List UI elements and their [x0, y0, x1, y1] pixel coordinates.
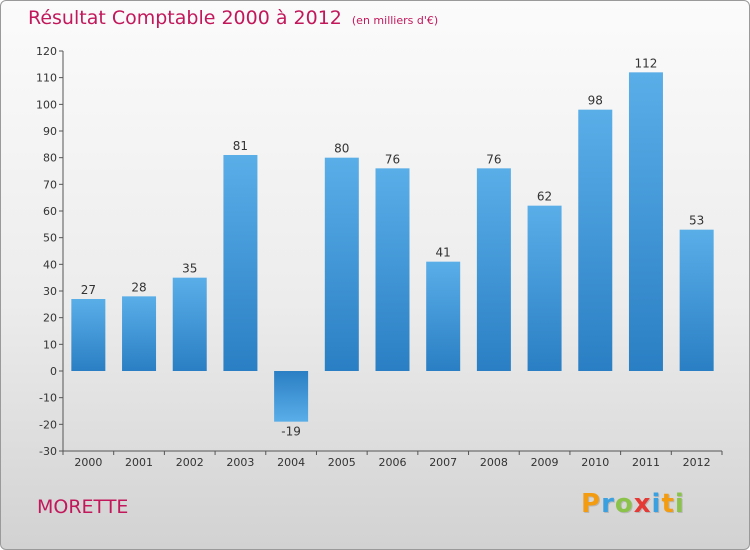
data-labels: 27 28 35 81 -19 80 76 41 76 62 98 112 53 — [81, 56, 705, 438]
x-tick-label: 2007 — [429, 456, 457, 469]
data-label-2003: 81 — [233, 139, 248, 153]
y-tick-label: -10 — [39, 392, 57, 405]
bar-2006 — [375, 168, 410, 371]
logo-letter: i — [674, 489, 685, 519]
bar-2007 — [426, 261, 461, 371]
data-label-2004: -19 — [281, 425, 301, 439]
data-label-2002: 35 — [182, 262, 197, 276]
bar-2005 — [324, 157, 359, 371]
data-label-2008: 76 — [486, 152, 501, 166]
data-label-2010: 98 — [588, 94, 603, 108]
bar-2012 — [679, 229, 714, 371]
logo-letter: r — [601, 489, 615, 519]
logo-letter: i — [651, 489, 662, 519]
logo-letter: x — [633, 489, 652, 519]
x-tick-label: 2002 — [176, 456, 204, 469]
bars — [71, 72, 714, 422]
x-tick-label: 2003 — [226, 456, 254, 469]
x-tick-label: 2011 — [632, 456, 660, 469]
y-tick-label: 90 — [43, 125, 57, 138]
x-tick-label: 2005 — [328, 456, 356, 469]
y-tick-label: 0 — [50, 365, 57, 378]
x-tick-label: 2000 — [74, 456, 102, 469]
y-tick-label: 80 — [43, 152, 57, 165]
data-label-2005: 80 — [334, 142, 349, 156]
data-label-2009: 62 — [537, 190, 552, 204]
x-tick-label: 2004 — [277, 456, 305, 469]
x-tick-label: 2010 — [581, 456, 609, 469]
unit-text: (en milliers d'€) — [351, 14, 439, 27]
title-text: Résultat Comptable 2000 à 2012 — [28, 7, 342, 29]
bar-2008 — [476, 168, 511, 371]
bar-2009 — [527, 205, 562, 371]
y-tick-label: 30 — [43, 285, 57, 298]
bar-2001 — [122, 296, 157, 371]
x-tick-label: 2006 — [379, 456, 407, 469]
proxiti-logo: Proxiti — [581, 489, 685, 519]
x-tick-label: 2001 — [125, 456, 153, 469]
bar-2002 — [172, 277, 207, 371]
y-tick-label: 70 — [43, 178, 57, 191]
chart-title: Résultat Comptable 2000 à 2012 (en millie… — [28, 7, 438, 29]
y-tick-label: 40 — [43, 258, 57, 271]
y-tick-label: -20 — [39, 418, 57, 431]
bar-2003 — [223, 155, 258, 371]
y-tick-label: -30 — [39, 445, 57, 458]
logo-letter: t — [661, 489, 675, 519]
y-tick-label: 20 — [43, 312, 57, 325]
x-tick-label: 2012 — [683, 456, 711, 469]
commune-name: MORETTE — [37, 496, 129, 518]
y-tick-label: 10 — [43, 338, 57, 351]
x-tick-label: 2008 — [480, 456, 508, 469]
data-label-2001: 28 — [131, 280, 146, 294]
x-tick-label: 2009 — [531, 456, 559, 469]
bar-2010 — [578, 109, 613, 372]
bar-2000 — [71, 299, 106, 371]
data-label-2011: 112 — [635, 56, 658, 70]
logo-letter: P — [581, 489, 602, 519]
data-label-2007: 41 — [436, 246, 451, 260]
y-tick-label: 60 — [43, 205, 57, 218]
bar-2004 — [274, 371, 309, 422]
y-tick-label: 120 — [36, 45, 57, 58]
y-tick-label: 110 — [36, 72, 57, 85]
bar-2011 — [628, 72, 663, 371]
data-label-2000: 27 — [81, 283, 96, 297]
data-label-2006: 76 — [385, 152, 400, 166]
y-tick-label: 100 — [36, 98, 57, 111]
logo-letter: o — [614, 489, 634, 519]
axes: -30 -20 -10 0 10 20 30 40 50 60 70 80 90 100 110 120 200… — [36, 45, 723, 469]
y-tick-label: 50 — [43, 232, 57, 245]
data-label-2012: 53 — [689, 214, 704, 228]
